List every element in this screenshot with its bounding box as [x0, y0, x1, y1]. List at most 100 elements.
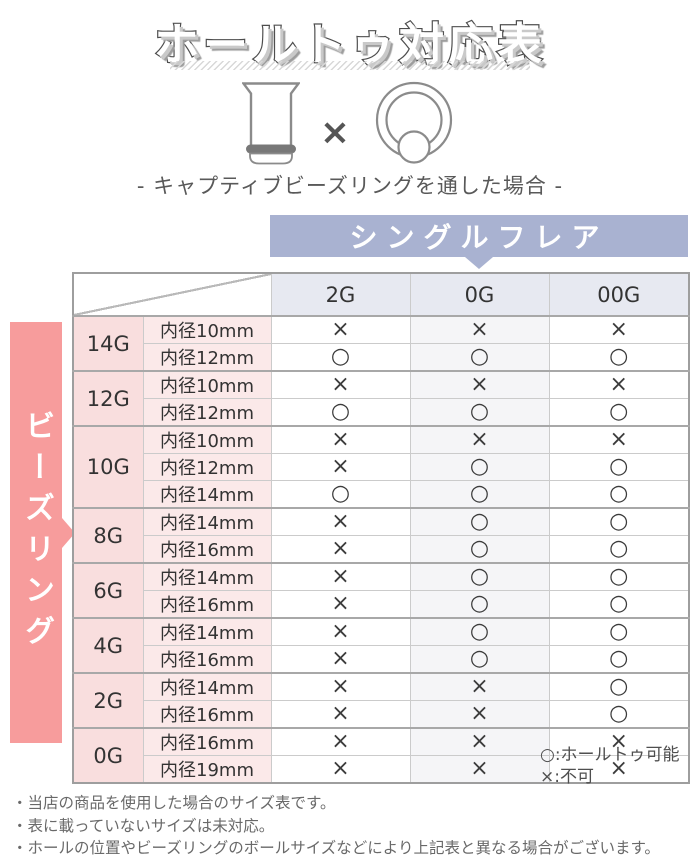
table-row: 内径16mm × ○ ○: [73, 590, 690, 619]
table-row: 4G 内径14mm × ○ ○: [72, 617, 690, 674]
gauge-cell: 14G: [72, 315, 144, 372]
compat-value-cell: ○: [548, 343, 690, 372]
table-row: 内径19mm × × ×: [73, 755, 690, 784]
compat-value-cell: ○: [548, 590, 690, 619]
compat-value-cell: ×: [270, 755, 411, 784]
compat-value-cell: ○: [548, 617, 690, 646]
compat-value-cell: ×: [548, 727, 690, 756]
compat-value-cell: ○: [548, 700, 690, 729]
table-row: 8G 内径14mm × ○ ○: [72, 507, 690, 564]
compat-value-cell: ×: [548, 370, 690, 399]
compat-value-cell: ×: [270, 453, 411, 481]
legend-impossible: ×:不可: [540, 767, 594, 787]
note-line: ・当店の商品を使用した場合のサイズ表です。: [12, 794, 336, 812]
footer-notes: ・当店の商品を使用した場合のサイズ表です。 ・表に載っていないサイズは未対応。 …: [12, 792, 696, 860]
inner-diameter-cell: 内径12mm: [142, 398, 272, 427]
table-row: 0G 内径16mm × × ×: [72, 727, 690, 784]
inner-diameter-cell: 内径14mm: [142, 562, 272, 591]
compat-value-cell: ○: [270, 398, 411, 427]
inner-diameter-cell: 内径14mm: [142, 672, 272, 701]
compat-value-cell: ×: [409, 370, 550, 399]
compat-value-cell: ○: [548, 672, 690, 701]
note-line: ・ホールの位置やビーズリングのボールサイズなどにより上記表と異なる場合がございま…: [12, 839, 660, 857]
compat-value-cell: ○: [548, 562, 690, 591]
compat-value-cell: ○: [270, 343, 411, 372]
note-line: ・表に載っていないサイズは未対応。: [12, 816, 275, 835]
compat-value-cell: ×: [270, 727, 411, 756]
compat-value-cell: ×: [270, 617, 411, 646]
compat-value-cell: ×: [270, 590, 411, 619]
compat-value-cell: ○: [409, 343, 550, 372]
table-row: 内径14mm ○ ○ ○: [73, 480, 690, 509]
column-header-2g: 2G: [270, 272, 411, 317]
column-header-0g: 0G: [409, 272, 550, 317]
compat-value-cell: ○: [409, 535, 550, 564]
compat-value-cell: ○: [548, 507, 690, 536]
banner-pointer-right: [62, 517, 75, 548]
gauge-cell: 10G: [72, 425, 144, 509]
compat-value-cell: ×: [409, 727, 550, 756]
times-separator: ×: [319, 112, 351, 153]
compat-value-cell: ×: [409, 700, 550, 729]
inner-diameter-cell: 内径16mm: [142, 700, 272, 729]
compat-value-cell: ×: [548, 315, 690, 344]
gauge-cell: 6G: [72, 562, 144, 619]
compat-value-cell: ×: [270, 562, 411, 591]
inner-diameter-cell: 内径10mm: [142, 315, 272, 344]
subtitle: - キャプティブビーズリングを通した場合 -: [136, 174, 564, 198]
compat-value-cell: ○: [409, 507, 550, 536]
gauge-cell: 4G: [72, 617, 144, 674]
table-row: 6G 内径14mm × ○ ○: [72, 562, 690, 619]
table-row: 内径12mm × ○ ○: [73, 453, 690, 481]
diagonal-corner-cell: [72, 272, 272, 317]
compat-value-cell: ○: [548, 480, 690, 509]
gauge-cell: 12G: [72, 370, 144, 427]
compat-value-cell: ○: [548, 645, 690, 674]
compat-value-cell: ×: [409, 315, 550, 344]
compat-value-cell: ×: [270, 700, 411, 729]
compat-value-cell: ○: [409, 590, 550, 619]
compat-value-cell: ×: [270, 315, 411, 344]
inner-diameter-cell: 内径12mm: [142, 453, 272, 481]
inner-diameter-cell: 内径16mm: [142, 645, 272, 674]
compat-value-cell: ×: [409, 755, 550, 784]
compat-value-cell: ○: [270, 480, 411, 509]
inner-diameter-cell: 内径19mm: [142, 755, 272, 784]
single-flare-banner-label: シングルフレア: [349, 221, 609, 254]
table-row: 内径16mm × × ○: [73, 700, 690, 729]
compat-value-cell: ○: [409, 617, 550, 646]
compat-value-cell: ×: [270, 507, 411, 536]
inner-diameter-cell: 内径16mm: [142, 727, 272, 756]
inner-diameter-cell: 内径14mm: [142, 507, 272, 536]
table-row: 12G 内径10mm × × ×: [72, 370, 690, 427]
legend-possible: ○:ホールトゥ可能: [540, 745, 680, 765]
inner-diameter-cell: 内径14mm: [142, 480, 272, 509]
gauge-cell: 2G: [72, 672, 144, 729]
title-underline-hatch: [170, 61, 530, 70]
compat-value-cell: ×: [409, 425, 550, 454]
table-row: 内径16mm × ○ ○: [73, 645, 690, 674]
table-row: 2G 内径14mm × × ○: [72, 672, 690, 729]
single-flare-banner: シングルフレア: [270, 215, 688, 269]
illustration-row: ×: [0, 81, 700, 171]
compat-value-cell: ○: [548, 453, 690, 481]
compat-value-cell: ○: [548, 398, 690, 427]
compatibility-table: 2G 0G 00G 14G 内径10mm × × × 内径12mm ○ ○ ○ 12G 内径10mm…: [72, 272, 690, 784]
compat-value-cell: ×: [548, 425, 690, 454]
inner-diameter-cell: 内径14mm: [142, 617, 272, 646]
header-row: 2G 0G 00G: [72, 272, 690, 317]
inner-diameter-cell: 内径16mm: [142, 590, 272, 619]
compat-value-cell: ×: [548, 755, 690, 784]
compat-value-cell: ×: [270, 645, 411, 674]
compat-value-cell: ×: [270, 370, 411, 399]
table-row: 内径12mm ○ ○ ○: [73, 343, 690, 372]
compat-value-cell: ×: [270, 535, 411, 564]
compat-value-cell: ×: [270, 672, 411, 701]
gauge-cell: 0G: [72, 727, 144, 784]
legend: ○:ホールトゥ可能 ×:不可: [540, 744, 680, 788]
inner-diameter-cell: 内径16mm: [142, 535, 272, 564]
table-row: 内径16mm × ○ ○: [73, 535, 690, 564]
banner-pointer-down: [465, 257, 493, 269]
captive-bead-ring-icon: [370, 81, 458, 171]
